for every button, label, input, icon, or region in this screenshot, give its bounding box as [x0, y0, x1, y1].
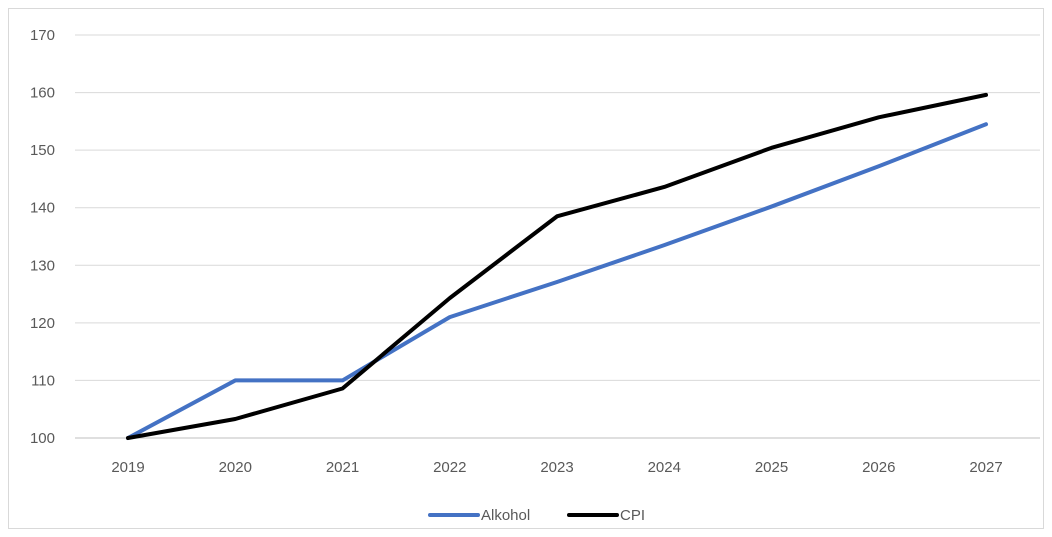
x-tick-label: 2020 [219, 459, 252, 476]
y-tick-label: 110 [31, 372, 55, 389]
legend-label: Alkohol [481, 507, 530, 524]
y-tick-label: 160 [30, 85, 55, 102]
chart-area [8, 8, 1044, 529]
x-tick-label: 2023 [540, 459, 573, 476]
y-tick-label: 150 [30, 142, 55, 159]
x-tick-label: 2022 [433, 459, 466, 476]
series-lines [126, 92, 988, 440]
legend: Alkohol CPI [428, 507, 645, 524]
legend-label: CPI [620, 507, 645, 524]
x-tick-label: 2019 [111, 459, 144, 476]
x-axis-tick-labels: 2019 2020 2021 2022 2023 2024 2025 2026 2027 [111, 459, 1002, 476]
y-axis-tick-labels: 100 110 120 130 140 150 160 170 [30, 27, 55, 447]
series-line-alkohol [126, 122, 988, 440]
x-tick-label: 2025 [755, 459, 788, 476]
y-tick-label: 140 [30, 200, 55, 217]
x-tick-label: 2021 [326, 459, 359, 476]
y-tick-label: 120 [30, 315, 55, 332]
y-tick-label: 170 [30, 27, 55, 44]
x-tick-label: 2027 [969, 459, 1002, 476]
series-line-cpi [126, 92, 988, 440]
gridlines [75, 34, 1040, 439]
y-tick-label: 100 [30, 430, 55, 447]
y-tick-label: 130 [30, 257, 55, 274]
x-tick-label: 2026 [862, 459, 895, 476]
x-tick-label: 2024 [648, 459, 681, 476]
